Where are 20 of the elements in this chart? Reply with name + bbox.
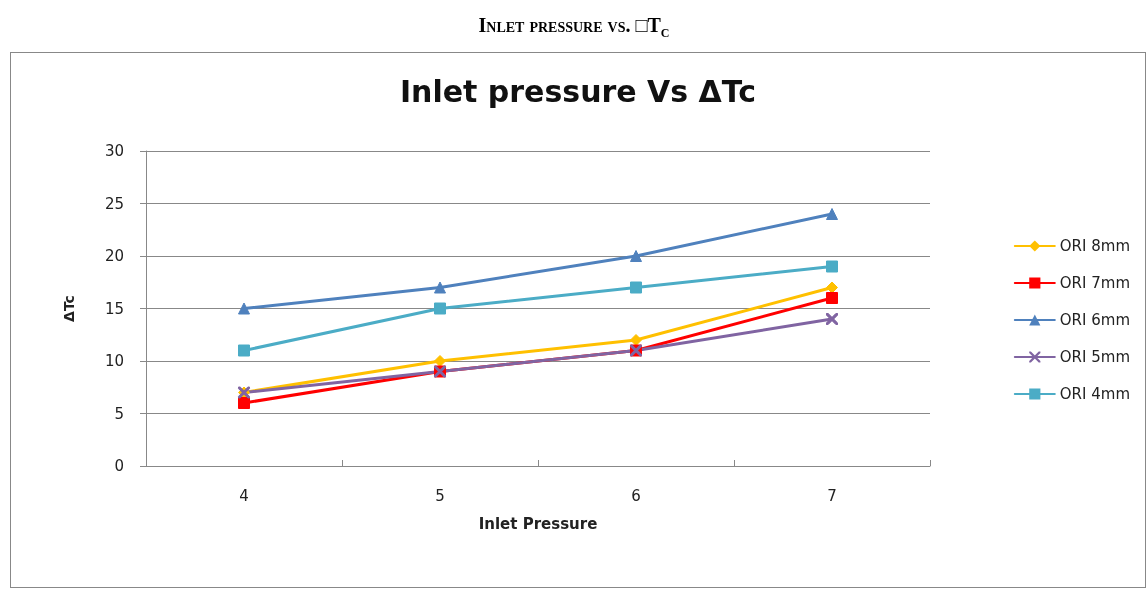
x-tick-label: 5	[435, 486, 445, 505]
x-tick-label: 6	[631, 486, 641, 505]
legend-label: ORI 4mm	[1059, 385, 1131, 403]
y-tick-label: 5	[114, 404, 124, 423]
legend-label: ORI 6mm	[1059, 311, 1131, 329]
y-tick-label: 0	[114, 457, 124, 475]
y-tick-label: 15	[104, 299, 124, 318]
legend-label: ORI 7mm	[1059, 274, 1131, 292]
x-tick-label: 7	[827, 486, 837, 505]
x-tick-label: 4	[239, 486, 249, 505]
x-axis-title: Inlet Pressure	[478, 514, 598, 533]
y-tick-label: 25	[104, 194, 124, 213]
chart-subtitle: Inlet pressure Vs ΔTc	[399, 73, 757, 109]
legend-label: ORI 8mm	[1059, 237, 1131, 255]
y-tick-label: 30	[104, 142, 124, 160]
chart-title: Inlet pressure vs. □T$_{c}$	[477, 13, 671, 43]
legend-label: ORI 5mm	[1059, 348, 1131, 366]
y-tick-label: 20	[104, 247, 124, 265]
y-tick-label: 10	[104, 352, 124, 370]
y-axis-title: ΔTc	[61, 295, 77, 322]
